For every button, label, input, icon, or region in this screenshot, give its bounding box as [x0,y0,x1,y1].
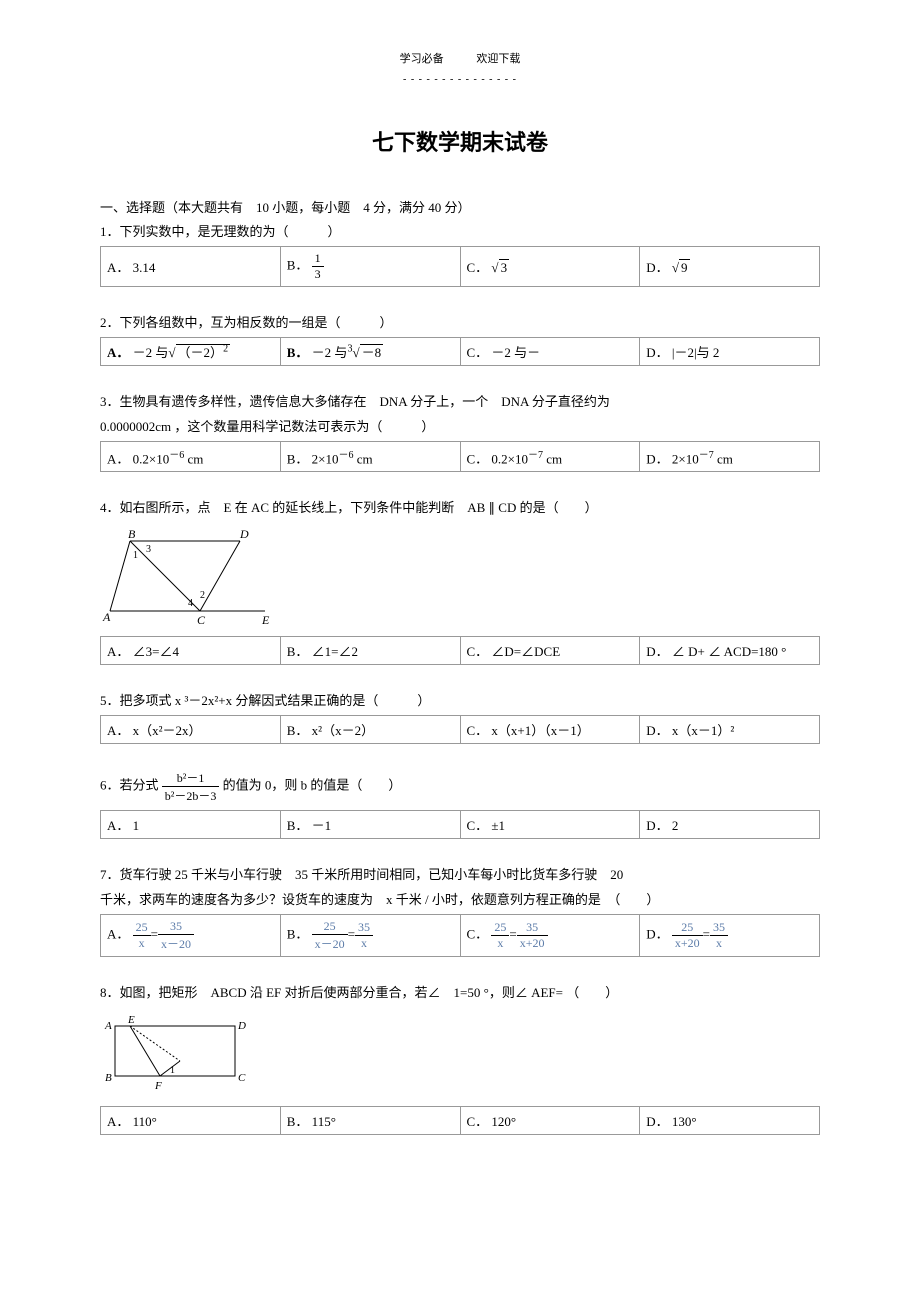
q2-c: C． －2 与－ [460,338,640,366]
svg-text:C: C [197,613,206,626]
svg-text:2: 2 [200,590,205,601]
question-4: 4．如右图所示，点 E 在 AC 的延长线上，下列条件中能判断 AB ∥ CD … [100,497,820,665]
svg-text:D: D [237,1020,246,1032]
q7-text2: 千米，求两车的速度各为多少？设货车的速度为 x 千米 / 小时，依题意列方程正确… [100,889,820,908]
q1-text: 1．下列实数中，是无理数的为（ ） [100,221,820,240]
q4-diagram: B D A C E 1 3 2 4 [100,526,820,626]
q6-a: A． 1 [101,811,281,839]
svg-text:E: E [261,613,270,626]
q6-c: C． ±1 [460,811,640,839]
q4-text: 4．如右图所示，点 E 在 AC 的延长线上，下列条件中能判断 AB ∥ CD … [100,497,820,516]
q1-options: A． 3.14 B． 13 C． √3 D． √9 [100,246,820,287]
q8-c: C． 120° [460,1107,640,1135]
question-7: 7．货车行驶 25 千米与小车行驶 35 千米所用时间相同，已知小车每小时比货车… [100,864,820,957]
q5-d: D． x（x－1）² [640,716,820,744]
svg-text:1: 1 [133,550,138,561]
q2-d: D． |－2|与 2 [640,338,820,366]
q4-svg: B D A C E 1 3 2 4 [100,526,280,626]
q5-text: 5．把多项式 x ³－2x²+x 分解因式结果正确的是（ ） [100,690,820,709]
question-6: 6．若分式 b²－1b²－2b－3 的值为 0，则 b 的值是（ ） A． 1 … [100,769,820,839]
svg-text:1: 1 [170,1065,175,1076]
q3-b: B． 2×10－6 cm [280,442,460,472]
section-title: 一、选择题（本大题共有 10 小题，每小题 4 分，满分 40 分） [100,197,820,216]
q8-d: D． 130° [640,1107,820,1135]
svg-text:E: E [127,1014,135,1026]
q8-svg: A E D B F C 1 [100,1011,260,1096]
q1-c: C． √3 [460,247,640,287]
svg-text:C: C [238,1072,246,1084]
page-title: 七下数学期末试卷 [100,125,820,157]
q3-text1: 3．生物具有遗传多样性，遗传信息大多储存在 DNA 分子上，一个 DNA 分子直… [100,391,820,410]
q4-c: C． ∠D=∠DCE [460,637,640,665]
q6-b: B． －1 [280,811,460,839]
question-2: 2．下列各组数中，互为相反数的一组是（ ） A． －2 与√（－2）2 B． －… [100,312,820,366]
q6-options: A． 1 B． －1 C． ±1 D． 2 [100,810,820,839]
q8-b: B． 115° [280,1107,460,1135]
q7-d: D． 25x+20=35x [640,915,820,957]
q7-text1: 7．货车行驶 25 千米与小车行驶 35 千米所用时间相同，已知小车每小时比货车… [100,864,820,883]
q5-b: B． x²（x－2） [280,716,460,744]
svg-text:4: 4 [188,598,193,609]
q7-c: C． 25x=35x+20 [460,915,640,957]
q6-d: D． 2 [640,811,820,839]
svg-text:3: 3 [146,544,151,555]
dashed-line: - - - - - - - - - - - - - - - [100,74,820,85]
question-1: 1．下列实数中，是无理数的为（ ） A． 3.14 B． 13 C． √3 D．… [100,221,820,287]
q2-options: A． －2 与√（－2）2 B． －2 与3√－8 C． －2 与－ D． |－… [100,337,820,366]
svg-text:F: F [154,1080,162,1092]
q4-a: A． ∠3=∠4 [101,637,281,665]
q1-b: B． 13 [280,247,460,287]
q8-options: A． 110° B． 115° C． 120° D． 130° [100,1106,820,1135]
q5-options: A． x（x²－2x） B． x²（x－2） C． x（x+1）（x－1） D．… [100,715,820,744]
svg-text:B: B [128,527,136,541]
q2-text: 2．下列各组数中，互为相反数的一组是（ ） [100,312,820,331]
q8-a: A． 110° [101,1107,281,1135]
q1-a: A． 3.14 [101,247,281,287]
q3-a: A． 0.2×10－6 cm [101,442,281,472]
svg-text:A: A [104,1020,112,1032]
q3-c: C． 0.2×10－7 cm [460,442,640,472]
svg-text:D: D [239,527,249,541]
q4-b: B． ∠1=∠2 [280,637,460,665]
q7-options: A． 25x=35x－20 B． 25x－20=35x C． 25x=35x+2… [100,914,820,957]
svg-text:A: A [102,610,111,624]
question-5: 5．把多项式 x ³－2x²+x 分解因式结果正确的是（ ） A． x（x²－2… [100,690,820,744]
q3-options: A． 0.2×10－6 cm B． 2×10－6 cm C． 0.2×10－7 … [100,441,820,472]
q3-text2: 0.0000002cm ，这个数量用科学记数法可表示为（ ） [100,416,820,435]
q2-a: A． －2 与√（－2）2 [101,338,281,366]
q2-b: B． －2 与3√－8 [280,338,460,366]
svg-text:B: B [105,1072,112,1084]
header-notes: 学习必备 欢迎下载 [100,50,820,66]
question-3: 3．生物具有遗传多样性，遗传信息大多储存在 DNA 分子上，一个 DNA 分子直… [100,391,820,472]
q6-text: 6．若分式 b²－1b²－2b－3 的值为 0，则 b 的值是（ ） [100,769,820,804]
q1-d: D． √9 [640,247,820,287]
question-8: 8．如图，把矩形 ABCD 沿 EF 对折后使两部分重合，若∠ 1=50 °，则… [100,982,820,1135]
q4-options: A． ∠3=∠4 B． ∠1=∠2 C． ∠D=∠DCE D． ∠ D+ ∠ A… [100,636,820,665]
q7-b: B． 25x－20=35x [280,915,460,957]
header-right: 欢迎下载 [476,53,520,65]
q8-diagram: A E D B F C 1 [100,1011,820,1096]
q5-a: A． x（x²－2x） [101,716,281,744]
q5-c: C． x（x+1）（x－1） [460,716,640,744]
q7-a: A． 25x=35x－20 [101,915,281,957]
q8-text: 8．如图，把矩形 ABCD 沿 EF 对折后使两部分重合，若∠ 1=50 °，则… [100,982,820,1001]
header-left: 学习必备 [400,53,444,65]
q3-d: D． 2×10－7 cm [640,442,820,472]
q4-d: D． ∠ D+ ∠ ACD=180 ° [640,637,820,665]
